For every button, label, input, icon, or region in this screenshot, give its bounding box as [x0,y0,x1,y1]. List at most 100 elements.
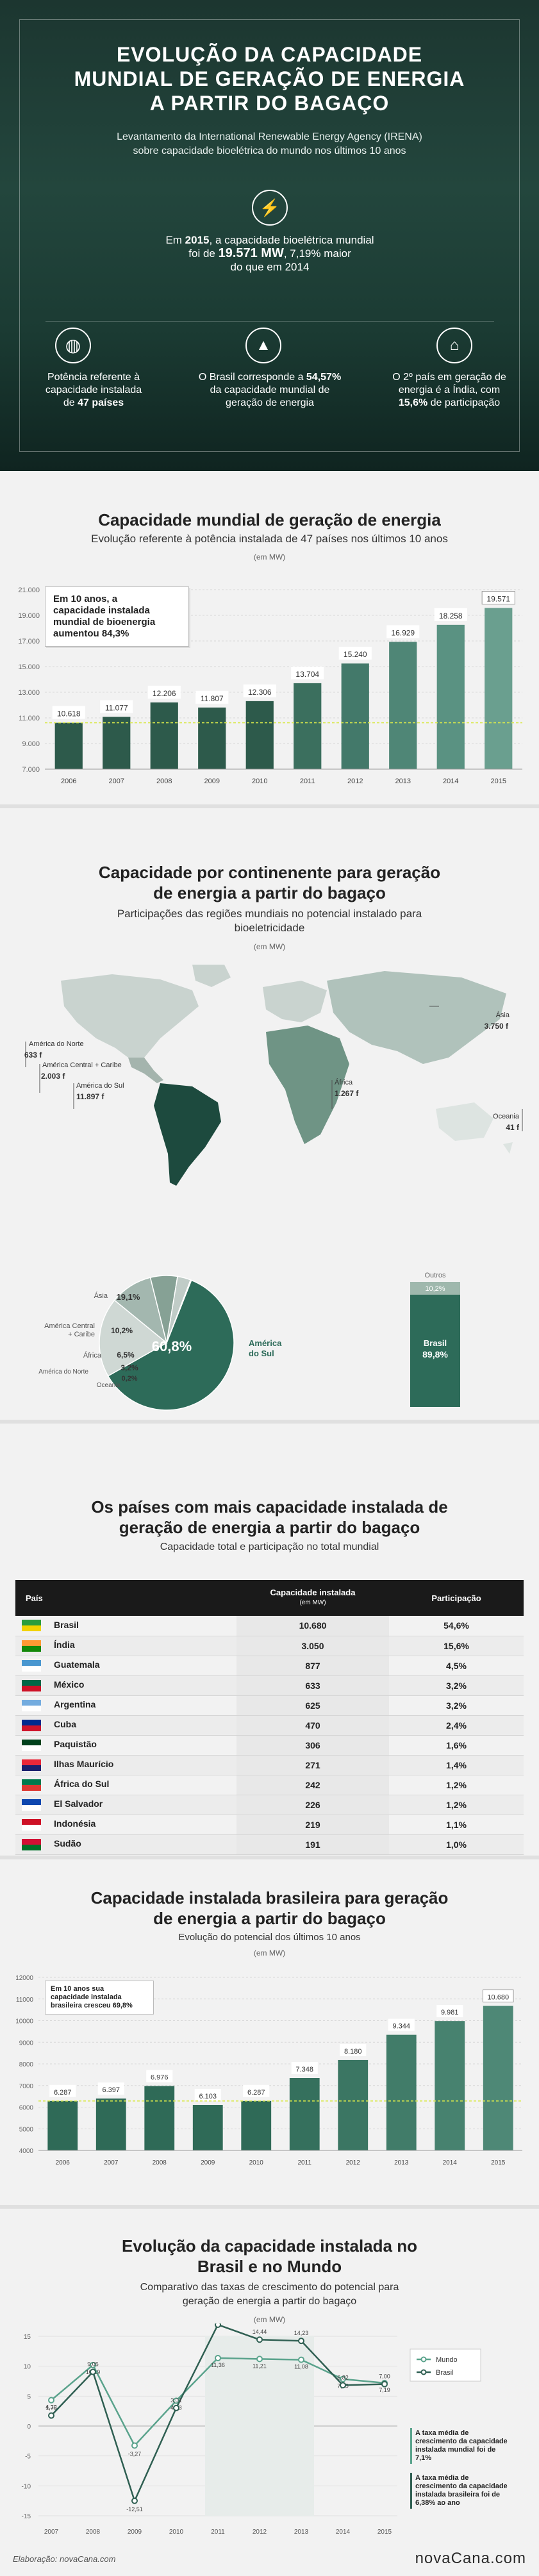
page-title: EVOLUÇÃO DA CAPACIDADE MUNDIAL DE GERAÇÃ… [74,43,465,115]
y-tick-label: -5 [25,2454,31,2461]
x-tick-label: 2008 [86,2529,101,2536]
value-label-box [49,2084,76,2097]
value-label: 10.680 [487,1994,509,2002]
y-tick-label: 7.000 [22,766,40,774]
globe-icon: ◍ [55,328,91,363]
bar-segment-others [410,1282,460,1295]
data-label: 11,36 [211,2362,225,2368]
y-tick-label: 17.000 [18,638,40,645]
bar [245,701,274,769]
bar [150,702,178,769]
value-label-box [291,2062,318,2075]
y-tick-label: 11.000 [19,715,40,722]
hero-frame: EVOLUÇÃO DA CAPACIDADE MUNDIAL DE GERAÇÃ… [19,19,520,452]
flag-icon [22,1838,41,1850]
flag-icon [22,1719,41,1731]
slice-value-label: 3,2% [120,1363,138,1372]
x-tick-label: 2007 [104,2159,119,2166]
country-cell: Indonésia [15,1815,236,1835]
x-tick-label: 2010 [249,2159,264,2166]
svg-text:Ásia: Ásia [496,1011,510,1019]
value-label: 19.571 [486,595,510,604]
data-label: 3,01 [170,2397,182,2404]
y-tick-label: 5000 [19,2126,34,2133]
section-separator [0,1420,539,1424]
table-row: Índia 3.050 15,6% [15,1636,524,1656]
slice-name-label: América Central [44,1322,95,1330]
data-point [256,2336,263,2343]
value-label: 6.287 [54,2089,72,2097]
value-label: 13.704 [295,670,319,679]
bar [54,722,83,769]
countries-subtitle: Capacidade total e participação no total… [160,1541,379,1552]
data-point [90,2361,96,2368]
bar [294,683,322,769]
brazil-chart-subtitle: Evolução do potencial dos últimos 10 ano… [178,1932,361,1943]
country-cell: Brasil [15,1616,236,1636]
data-point [215,2354,221,2361]
svg-text:América Central + Caribe: América Central + Caribe [42,1061,122,1069]
data-label: 7,19 [379,2387,390,2393]
legend-label: Brasil [436,2369,454,2377]
flag-icon [22,1620,41,1632]
slice-name-label: + Caribe [68,1331,95,1338]
value-label-box [291,666,324,679]
x-tick-label: 2015 [491,777,506,785]
value-label-box [481,591,515,605]
slice-value-label: 6,5% [117,1350,135,1359]
y-tick-label: 10 [24,2364,31,2371]
flag-icon [22,1679,41,1691]
pie-slice [99,1299,168,1377]
data-point [298,2338,304,2345]
table-row: El Salvador 226 1,2% [15,1795,524,1815]
share-cell: 3,2% [389,1675,524,1696]
hero-subtitle: Levantamento da International Renewable … [117,131,422,156]
factory-icon: ⌂ [436,328,472,363]
capacity-cell: 242 [236,1775,389,1795]
x-tick-label: 2015 [491,2159,506,2166]
data-label: 9,05 [87,2361,99,2368]
x-tick-label: 2009 [204,777,220,785]
capacity-cell: 877 [236,1656,389,1676]
hero-stat-countries: Potência referente à capacidade instalad… [45,372,142,408]
slice-name-label: Ásia [94,1292,108,1300]
share-cell: 2,4% [389,1715,524,1736]
y-tick-label: 4000 [19,2148,34,2155]
bar [241,2100,272,2150]
y-tick-label: -10 [22,2483,31,2490]
share-cell: 1,2% [389,1775,524,1795]
capacity-cell: 226 [236,1795,389,1815]
bar [198,707,226,769]
continent-title: Capacidade por continenente para geração… [98,863,441,902]
bar-segment-name: Brasil [424,1338,447,1348]
brand-logo: novaCana.com [415,2550,526,2567]
growth-note-world: A taxa média de crescimento da capacidade… [415,2429,508,2462]
share-cell: 4,5% [389,1656,524,1676]
world-callout: Em 10 anos, a capacidade instalada mundi… [45,586,189,647]
data-point [215,2323,221,2328]
bar [95,2098,126,2150]
world-capacity-chart: 7.000 9.000 11.000 13.000 15.000 17.000 19.000… [18,586,522,785]
x-tick-label: 2009 [201,2159,215,2166]
data-point [90,2368,96,2375]
map-greenland [192,965,231,987]
world-map: América do Norte 633 f América Central +… [24,965,523,1186]
value-label: 11.807 [201,694,224,703]
bar [289,2078,320,2150]
value-label: 11.077 [105,703,128,712]
flag-icon [22,1779,41,1791]
growth-title: Evolução da capacidade instalada no Brasi… [122,2236,417,2276]
data-label: 4,32 [46,2404,57,2411]
share-cell: 1,6% [389,1735,524,1756]
value-label: 9.344 [392,2023,410,2031]
data-label: 14,44 [253,2329,267,2335]
x-tick-label: 2011 [300,777,315,785]
share-cell: 54,6% [389,1616,524,1636]
data-label: 6,82 [337,2374,349,2381]
bar [103,717,131,769]
y-tick-label: 12000 [15,1975,33,1982]
x-tick-label: 2008 [156,777,172,785]
slice-value-label: 60,8% [152,1338,192,1354]
y-tick-label: 21.000 [18,586,40,594]
value-label: 12.306 [248,688,272,697]
